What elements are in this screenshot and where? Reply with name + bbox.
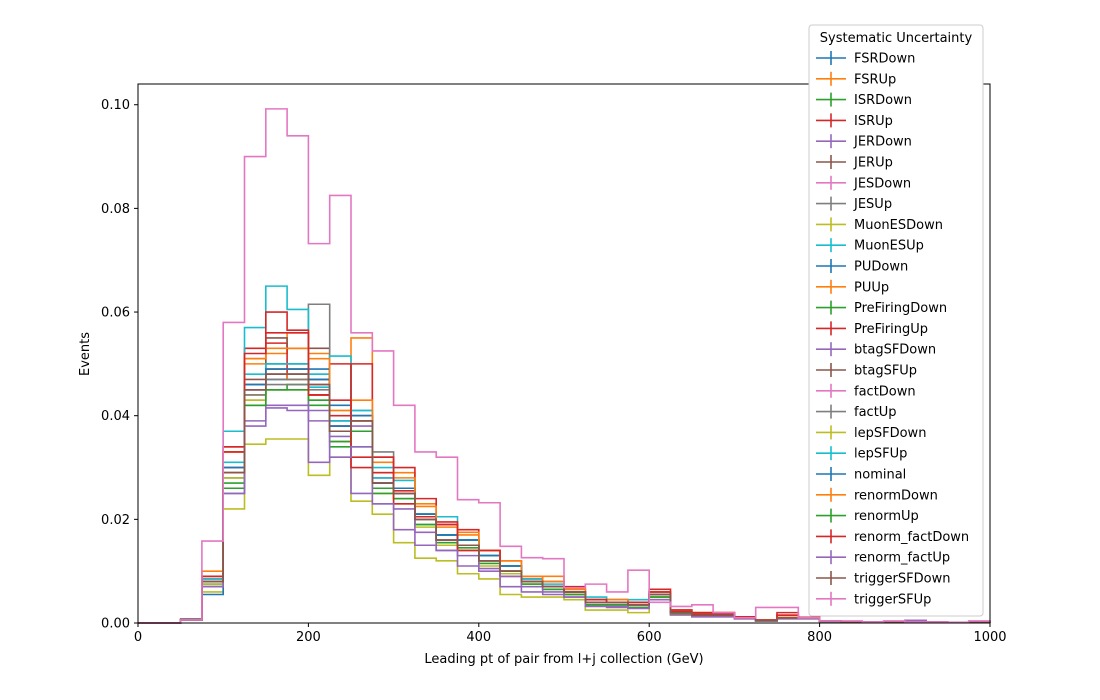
legend-label: FSRUp [854, 72, 896, 87]
legend-label: JESUp [853, 197, 892, 212]
x-tick-label: 800 [807, 630, 832, 645]
legend-entry-btagSFDown: btagSFDown [816, 342, 936, 358]
legend-entry-FSRUp: FSRUp [816, 71, 896, 87]
legend-entry-factDown: factDown [816, 383, 916, 399]
y-axis-label: Events [78, 332, 93, 376]
legend-entry-JERUp: JERUp [816, 155, 893, 171]
legend-entry-renormUp: renormUp [816, 508, 919, 524]
legend-label: btagSFUp [854, 364, 917, 379]
y-tick-label: 0.04 [101, 409, 130, 424]
legend-label: ISRDown [854, 93, 912, 108]
legend-label: JERDown [853, 135, 912, 150]
legend-entry-nominal: nominal [816, 467, 906, 483]
legend-entry-lepSFDown: lepSFDown [816, 425, 926, 441]
x-tick-label: 1000 [973, 630, 1006, 645]
x-tick-label: 200 [296, 630, 321, 645]
legend-entry-renorm_factUp: renorm_factUp [816, 550, 950, 566]
legend-label: MuonESUp [854, 239, 924, 254]
legend-entry-JESDown: JESDown [816, 175, 911, 191]
legend-entry-triggerSFDown: triggerSFDown [816, 571, 950, 587]
legend-label: ISRUp [854, 114, 893, 129]
legend-entry-MuonESDown: MuonESDown [816, 217, 943, 233]
legend-entry-PUUp: PUUp [816, 279, 889, 295]
x-tick-label: 400 [466, 630, 491, 645]
legend-label: triggerSFUp [854, 592, 931, 607]
legend-entry-JESUp: JESUp [816, 196, 892, 212]
legend-entry-ISRUp: ISRUp [816, 113, 893, 129]
legend-label: factDown [854, 384, 916, 399]
legend-label: JESDown [853, 176, 911, 191]
legend-label: JERUp [853, 156, 893, 171]
legend-label: factUp [854, 405, 897, 420]
y-tick-label: 0.08 [101, 202, 130, 217]
x-tick-label: 0 [134, 630, 142, 645]
legend-label: PreFiringUp [854, 322, 928, 337]
legend-label: btagSFDown [854, 343, 936, 358]
legend-label: MuonESDown [854, 218, 943, 233]
x-axis: 0 200 400 600 800 1000 [134, 623, 1007, 645]
legend-entry-btagSFUp: btagSFUp [816, 363, 917, 379]
legend-label: nominal [854, 468, 906, 483]
legend-items: FSRDown FSRUp ISRDown ISRUp JERDown JERUp JESD… [816, 51, 969, 607]
series-layer [138, 108, 991, 624]
legend-entry-ISRDown: ISRDown [816, 92, 912, 108]
legend-entry-MuonESUp: MuonESUp [816, 238, 924, 254]
legend-entry-renorm_factDown: renorm_factDown [816, 529, 969, 545]
legend-label: PUUp [854, 280, 889, 295]
legend-label: renormDown [854, 488, 938, 503]
legend-entry-factUp: factUp [816, 404, 897, 420]
x-axis-label: Leading pt of pair from l+j collection (… [424, 652, 703, 667]
y-tick-label: 0.06 [101, 306, 130, 321]
legend-entry-triggerSFUp: triggerSFUp [816, 591, 931, 607]
y-tick-label: 0.02 [101, 513, 130, 528]
legend-label: lepSFUp [854, 447, 907, 462]
y-tick-label: 0.10 [101, 98, 130, 113]
legend-entry-renormDown: renormDown [816, 487, 938, 503]
y-axis: 0.00 0.02 0.04 0.06 0.08 0.10 [101, 98, 138, 632]
legend-label: lepSFDown [854, 426, 926, 441]
legend-entry-JERDown: JERDown [816, 134, 912, 150]
legend-label: renormUp [854, 509, 919, 524]
legend-entry-FSRDown: FSRDown [816, 51, 915, 67]
legend: Systematic Uncertainty FSRDown FSRUp ISRDo… [808, 24, 984, 617]
legend-label: renorm_factDown [854, 530, 969, 545]
y-tick-label: 0.00 [101, 617, 130, 632]
legend-label: renorm_factUp [854, 551, 950, 566]
legend-label: PreFiringDown [854, 301, 947, 316]
legend-title: Systematic Uncertainty [820, 31, 973, 46]
legend-label: triggerSFDown [854, 572, 950, 587]
legend-entry-PUDown: PUDown [816, 259, 908, 275]
legend-box [808, 24, 984, 617]
legend-entry-PreFiringDown: PreFiringDown [816, 300, 947, 316]
series-line-triggerSFUp [138, 108, 991, 624]
legend-entry-lepSFUp: lepSFUp [816, 446, 907, 462]
legend-entry-PreFiringUp: PreFiringUp [816, 321, 928, 337]
legend-label: PUDown [854, 260, 908, 275]
x-tick-label: 600 [637, 630, 662, 645]
legend-label: FSRDown [854, 52, 915, 67]
axes-frame [137, 83, 991, 624]
